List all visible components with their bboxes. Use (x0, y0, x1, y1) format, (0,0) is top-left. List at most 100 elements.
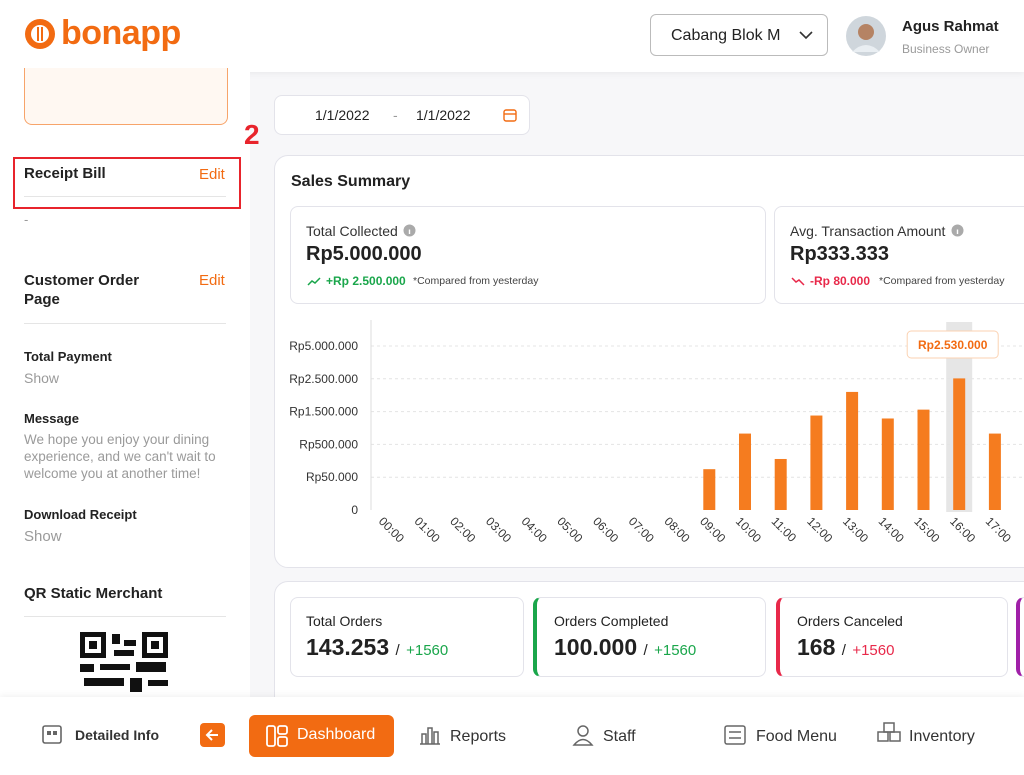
x-tick-label: 10:00 (733, 514, 764, 545)
stat-value: 143.253 (306, 634, 390, 660)
stat-row: 100.000 / +1560 (554, 634, 696, 661)
bar (774, 458, 787, 510)
nav-item[interactable]: Detailed Info (75, 727, 160, 743)
x-tick-label: 14:00 (876, 514, 907, 545)
sidebar: Receipt Bill Edit - Customer Order Page … (0, 68, 250, 697)
nav-icon (42, 725, 62, 744)
x-tick-label: 17:00 (983, 514, 1014, 545)
divider (24, 616, 226, 617)
trend-up (307, 277, 321, 286)
header: bonapp Cabang Blok M Agus Rahmat Busines… (0, 0, 1024, 72)
nav-icon (877, 722, 901, 742)
nav-item[interactable]: Staff (603, 728, 636, 745)
annotation: 2 (244, 119, 260, 150)
preview-box (24, 68, 228, 125)
x-tick-label: 15:00 (911, 514, 942, 545)
receipt-value: - (24, 212, 29, 227)
nav-icon (266, 725, 288, 747)
bar (881, 418, 894, 510)
divider (24, 323, 226, 324)
x-tick-label: 07:00 (626, 514, 657, 545)
calendar-icon (503, 109, 517, 122)
info-icon[interactable] (951, 224, 964, 237)
card-value: Rp5.000.000 (306, 243, 422, 265)
stat-row: 143.253 / +1560 (306, 634, 448, 661)
stat-card (1016, 597, 1024, 677)
value-label: Rp2.530.000 (918, 338, 988, 352)
stat-row: 168 / +1560 (797, 634, 894, 661)
setting-label: Message (24, 411, 79, 426)
bottom-nav: Detailed Info Dashboard Reports Staff Fo… (0, 697, 1024, 775)
x-tick-label: 16:00 (947, 514, 978, 545)
divider (24, 196, 226, 197)
y-tick-label: Rp50.000 (306, 470, 358, 484)
tooltip (906, 330, 999, 359)
nav-active[interactable]: Dashboard (249, 715, 394, 757)
card-value: Rp333.333 (790, 243, 889, 265)
section-title: Sales Summary (291, 173, 411, 190)
x-tick-label: 03:00 (483, 514, 514, 545)
y-tick-label: 0 (351, 503, 358, 517)
x-tick-label: 04:00 (519, 514, 550, 545)
stat-change: +1560 (406, 642, 449, 659)
setting-value: Show (24, 528, 62, 545)
highlight-box (13, 157, 241, 209)
nav-icon (724, 725, 746, 745)
x-tick-label: 12:00 (804, 514, 835, 545)
bar (739, 433, 751, 510)
card-note: *Compared from yesterday (879, 275, 1005, 287)
y-tick-label: Rp500.000 (299, 437, 358, 451)
stat-card: Orders Completed 100.000 / +1560 (533, 597, 766, 677)
card-change: +Rp 2.500.000 (326, 274, 406, 288)
summary-card: Avg. Transaction Amount Rp333.333 -Rp 80… (774, 206, 1024, 304)
x-tick-label: 02:00 (447, 514, 478, 545)
stat-change: +1560 (852, 642, 895, 659)
branch-name: Cabang Blok M (671, 27, 781, 44)
card-label: Avg. Transaction Amount (790, 223, 946, 239)
y-tick-label: Rp2.500.000 (289, 372, 358, 386)
logo-icon (25, 19, 55, 49)
x-tick-label: 05:00 (554, 514, 585, 545)
date-end: 1/1/2022 (416, 107, 471, 123)
date-range[interactable]: 1/1/2022 - 1/1/2022 (274, 95, 530, 135)
chevron (799, 31, 813, 40)
branch-select[interactable]: Cabang Blok M (650, 14, 828, 56)
collapse-button[interactable] (200, 723, 225, 747)
stat-separator: / (643, 642, 648, 659)
x-tick-label: 00:00 (376, 514, 407, 545)
x-tick-label: 06:00 (590, 514, 621, 545)
user-role: Business Owner (902, 42, 990, 56)
stat-label: Orders Canceled (797, 613, 903, 629)
info-icon[interactable] (403, 224, 416, 237)
card-change: -Rp 80.000 (810, 274, 871, 288)
logo-text: bonapp (61, 14, 181, 52)
qr-code (80, 632, 168, 692)
sales-chart: 0 Rp50.000 Rp500.000 Rp1.500.000 Rp2.500.000… (289, 320, 1024, 546)
setting-label: Download Receipt (24, 507, 137, 522)
date-start: 1/1/2022 (315, 107, 370, 123)
nav-icon (572, 725, 594, 746)
bar (703, 469, 716, 510)
bar (846, 391, 859, 510)
trend-down (791, 277, 805, 286)
date-separator: - (393, 107, 398, 123)
stat-separator: / (841, 642, 846, 659)
nav-item[interactable]: Inventory (909, 728, 975, 745)
edit-link[interactable]: Edit (199, 166, 225, 183)
nav-icon (420, 727, 440, 745)
x-tick-label: 08:00 (661, 514, 692, 545)
setting-value: We hope you enjoy your dining experience… (24, 432, 216, 481)
stat-value: 168 (797, 634, 836, 660)
nav-item[interactable]: Food Menu (756, 728, 837, 745)
avatar[interactable] (846, 16, 886, 56)
x-tick-label: 01:00 (412, 514, 443, 545)
bar (953, 378, 966, 510)
card-note: *Compared from yesterday (413, 275, 539, 287)
x-tick-label: 09:00 (697, 514, 728, 545)
stat-separator: / (395, 642, 400, 659)
y-tick-label: Rp5.000.000 (289, 339, 358, 353)
stat-card: Total Orders 143.253 / +1560 (290, 597, 524, 677)
nav-item[interactable]: Reports (450, 728, 507, 745)
edit-link[interactable]: Edit (199, 272, 225, 289)
